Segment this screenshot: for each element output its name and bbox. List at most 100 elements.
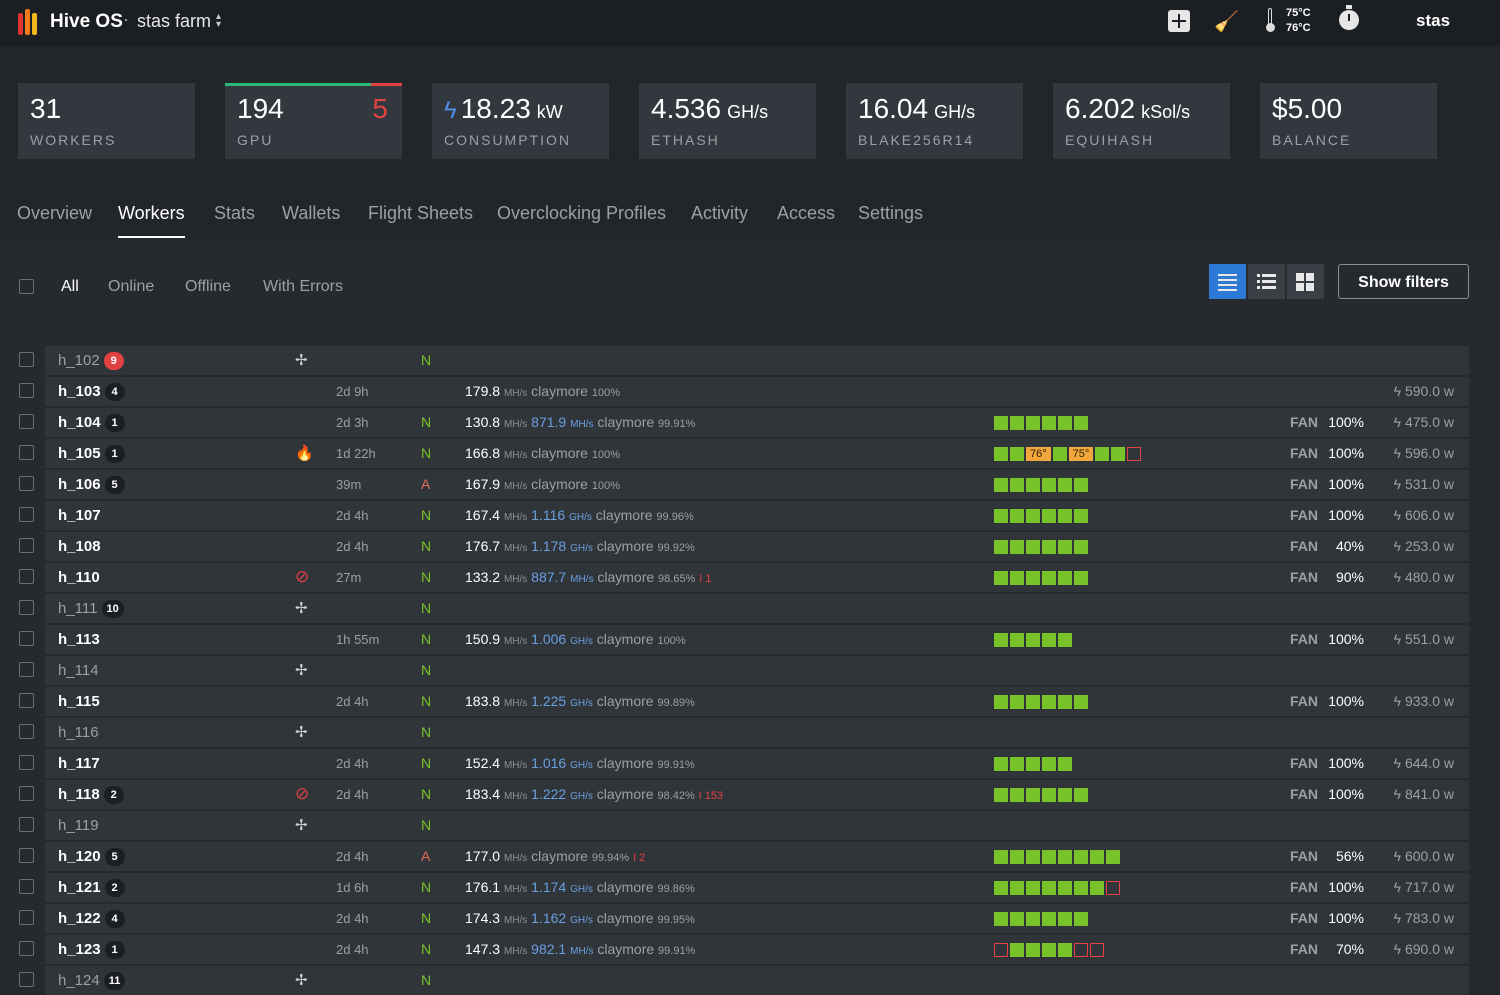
gpu-ok-cell[interactable]	[1058, 695, 1072, 709]
gpu-ok-cell[interactable]	[1042, 540, 1056, 554]
worker-checkbox[interactable]	[19, 755, 34, 770]
worker-checkbox[interactable]	[19, 693, 34, 708]
gpu-status-cells[interactable]	[994, 695, 1088, 709]
worker-checkbox[interactable]	[19, 817, 34, 832]
worker-name[interactable]: h_106 5	[58, 476, 125, 494]
gpu-ok-cell[interactable]	[994, 881, 1008, 895]
gpu-ok-cell[interactable]	[994, 757, 1008, 771]
gpu-ok-cell[interactable]	[1026, 943, 1040, 957]
gpu-ok-cell[interactable]	[1042, 788, 1056, 802]
gpu-error-cell[interactable]	[1074, 943, 1088, 957]
worker-row[interactable]: h_117 2d 4h N 152.4 MH/s 1.016 GH/s claymor…	[45, 749, 1469, 778]
show-filters-button[interactable]: Show filters	[1338, 264, 1469, 299]
worker-row[interactable]: h_103 4 2d 9h 179.8 MH/s claymore 100% ϟ 590…	[45, 377, 1469, 406]
gpu-ok-cell[interactable]	[1010, 540, 1024, 554]
worker-row[interactable]: h_105 1 🔥 1d 22h N 166.8 MH/s claymore 100% 76…	[45, 439, 1469, 468]
gpu-status-cells[interactable]	[994, 881, 1120, 895]
worker-checkbox[interactable]	[19, 972, 34, 987]
gpu-ok-cell[interactable]	[994, 633, 1008, 647]
worker-name[interactable]: h_111 10	[58, 600, 124, 618]
worker-row[interactable]: h_121 2 1d 6h N 176.1 MH/s 1.174 GH/s claymo…	[45, 873, 1469, 902]
gpu-ok-cell[interactable]	[1058, 571, 1072, 585]
gpu-ok-cell[interactable]	[994, 447, 1008, 461]
gpu-ok-cell[interactable]	[1026, 881, 1040, 895]
gpu-ok-cell[interactable]	[1074, 416, 1088, 430]
gpu-status-cells[interactable]	[994, 416, 1088, 430]
gpu-ok-cell[interactable]	[1042, 881, 1056, 895]
worker-name[interactable]: h_121 2	[58, 879, 125, 897]
gpu-ok-cell[interactable]	[1026, 540, 1040, 554]
gpu-ok-cell[interactable]	[1090, 881, 1104, 895]
gpu-ok-cell[interactable]	[1095, 447, 1110, 461]
gpu-ok-cell[interactable]	[1074, 509, 1088, 523]
worker-message-count-badge[interactable]: 4	[104, 910, 125, 928]
gpu-ok-cell[interactable]	[1026, 757, 1040, 771]
gpu-ok-cell[interactable]	[994, 478, 1008, 492]
tab-workers[interactable]: Workers	[118, 203, 185, 223]
gpu-ok-cell[interactable]	[1042, 509, 1056, 523]
gpu-ok-cell[interactable]	[1010, 850, 1024, 864]
worker-message-count-badge[interactable]: 10	[101, 600, 124, 618]
worker-name[interactable]: h_113	[58, 631, 100, 648]
worker-checkbox[interactable]	[19, 941, 34, 956]
worker-name[interactable]: h_118 2	[58, 786, 124, 804]
worker-checkbox[interactable]	[19, 538, 34, 553]
worker-name[interactable]: h_117	[58, 755, 100, 772]
worker-name[interactable]: h_122 4	[58, 910, 125, 928]
tab-overclocking-profiles[interactable]: Overclocking Profiles	[497, 203, 667, 223]
gpu-ok-cell[interactable]	[1026, 478, 1040, 492]
worker-message-count-badge[interactable]: 1	[104, 414, 125, 432]
worker-name[interactable]: h_116	[58, 724, 99, 741]
gpu-ok-cell[interactable]	[1074, 850, 1088, 864]
gpu-ok-cell[interactable]	[1058, 943, 1072, 957]
gpu-ok-cell[interactable]	[994, 571, 1008, 585]
worker-name[interactable]: h_120 5	[58, 848, 125, 866]
tab-activity[interactable]: Activity	[691, 203, 749, 223]
worker-message-count-badge[interactable]: 5	[104, 476, 125, 494]
tab-access[interactable]: Access	[777, 203, 836, 223]
gpu-ok-cell[interactable]	[1074, 912, 1088, 926]
stopwatch-icon[interactable]	[1339, 5, 1359, 30]
tab-stats[interactable]: Stats	[214, 203, 256, 223]
gpu-status-cells[interactable]	[994, 850, 1120, 864]
gpu-ok-cell[interactable]	[1058, 633, 1072, 647]
worker-name[interactable]: h_114	[58, 662, 99, 679]
gpu-ok-cell[interactable]	[1042, 912, 1056, 926]
worker-row[interactable]: h_118 2 ⊘ 2d 4h N 183.4 MH/s 1.222 GH/s claym…	[45, 780, 1469, 809]
gpu-ok-cell[interactable]	[994, 416, 1008, 430]
gpu-ok-cell[interactable]	[1026, 633, 1040, 647]
worker-checkbox[interactable]	[19, 631, 34, 646]
gpu-ok-cell[interactable]	[1074, 478, 1088, 492]
gpu-ok-cell[interactable]	[1042, 850, 1056, 864]
compact-view-button[interactable]	[1248, 264, 1285, 299]
gpu-ok-cell[interactable]	[1010, 695, 1024, 709]
gpu-ok-cell[interactable]	[1010, 633, 1024, 647]
list-view-button[interactable]	[1209, 264, 1246, 299]
gpu-ok-cell[interactable]	[1010, 478, 1024, 492]
worker-checkbox[interactable]	[19, 600, 34, 615]
worker-row[interactable]: h_110 ⊘ 27m N 133.2 MH/s 887.7 MH/s claymore…	[45, 563, 1469, 592]
gpu-ok-cell[interactable]	[1074, 540, 1088, 554]
worker-name[interactable]: h_105 1	[58, 445, 125, 463]
gpu-error-cell[interactable]	[1090, 943, 1104, 957]
gpu-ok-cell[interactable]	[994, 850, 1008, 864]
gpu-ok-cell[interactable]	[1010, 447, 1024, 461]
gpu-temp-warning[interactable]: 75°	[1068, 447, 1094, 461]
gpu-status-cells[interactable]	[994, 943, 1104, 957]
worker-checkbox[interactable]	[19, 879, 34, 894]
worker-row[interactable]: h_111 10 ✢ N	[45, 594, 1469, 623]
worker-checkbox[interactable]	[19, 724, 34, 739]
gpu-ok-cell[interactable]	[1074, 881, 1088, 895]
chevron-updown-icon[interactable]: ▴ ▾	[216, 11, 222, 30]
gpu-ok-cell[interactable]	[1058, 509, 1072, 523]
worker-checkbox[interactable]	[19, 476, 34, 491]
worker-name[interactable]: h_108	[58, 538, 101, 555]
gpu-status-cells[interactable]	[994, 633, 1072, 647]
gpu-ok-cell[interactable]	[1058, 850, 1072, 864]
gpu-ok-cell[interactable]	[1026, 912, 1040, 926]
worker-message-count-badge[interactable]: 1	[104, 445, 125, 463]
gpu-error-cell[interactable]	[1106, 881, 1120, 895]
gpu-temp-warning[interactable]: 76°	[1026, 447, 1051, 461]
gpu-ok-cell[interactable]	[1010, 943, 1024, 957]
worker-row[interactable]: h_113 1h 55m N 150.9 MH/s 1.006 GH/s claymo…	[45, 625, 1469, 654]
